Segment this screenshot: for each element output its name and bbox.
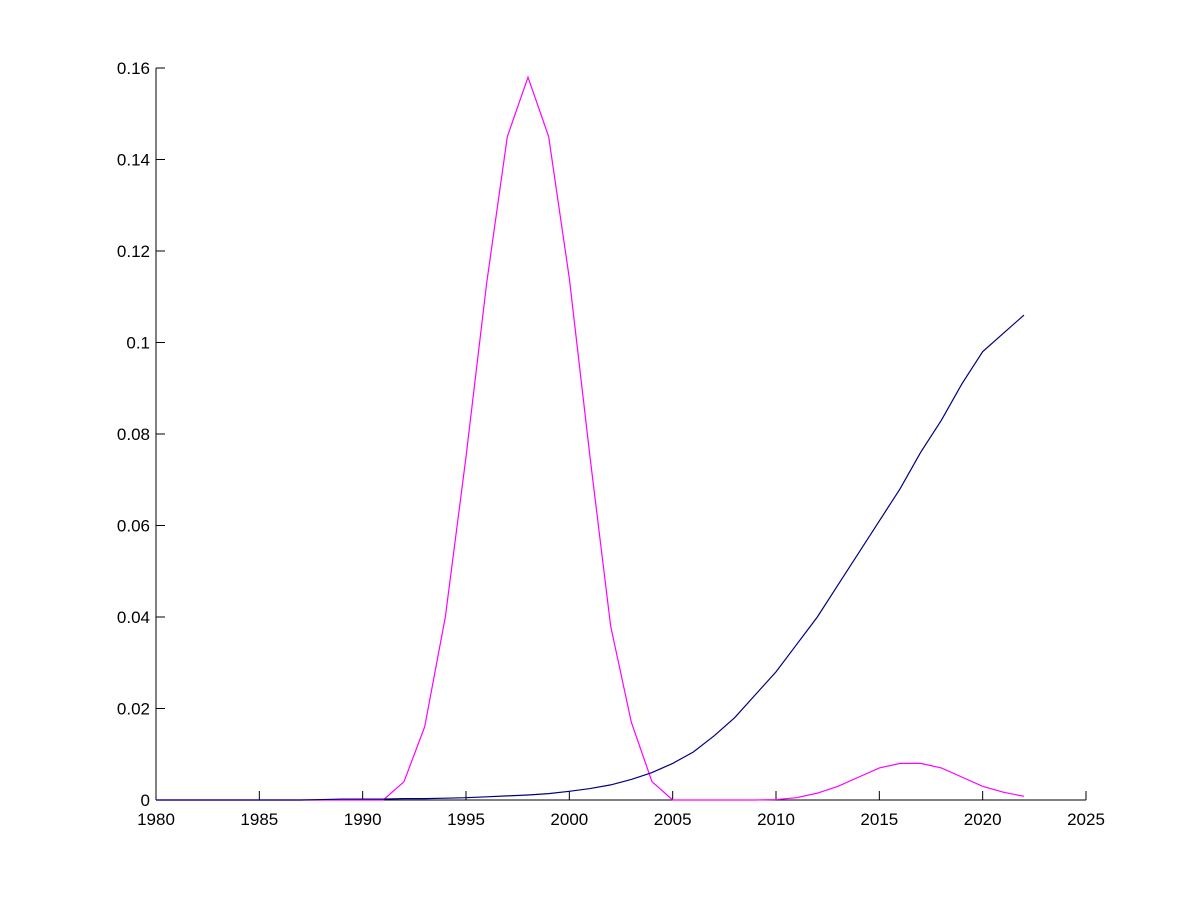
y-tick-label: 0.1 (126, 334, 150, 353)
y-tick-label: 0.06 (117, 517, 150, 536)
x-tick-label: 2005 (654, 810, 692, 829)
x-tick-label: 2020 (964, 810, 1002, 829)
y-tick-label: 0.16 (117, 59, 150, 78)
x-tick-label: 2015 (860, 810, 898, 829)
y-tick-label: 0.02 (117, 700, 150, 719)
y-tick-label: 0.12 (117, 242, 150, 261)
x-tick-label: 1980 (137, 810, 175, 829)
y-tick-label: 0.08 (117, 425, 150, 444)
x-tick-label: 2025 (1067, 810, 1105, 829)
y-tick-label: 0.04 (117, 608, 150, 627)
x-tick-label: 1985 (240, 810, 278, 829)
data-line (156, 314, 1025, 801)
x-tick-label: 2000 (550, 810, 588, 829)
x-tick-label: 2010 (757, 810, 795, 829)
y-tick-label: 0.14 (117, 151, 150, 170)
x-tick-label: 1995 (447, 810, 485, 829)
x-tick-label: 1990 (344, 810, 382, 829)
y-tick-label: 0 (141, 791, 150, 810)
